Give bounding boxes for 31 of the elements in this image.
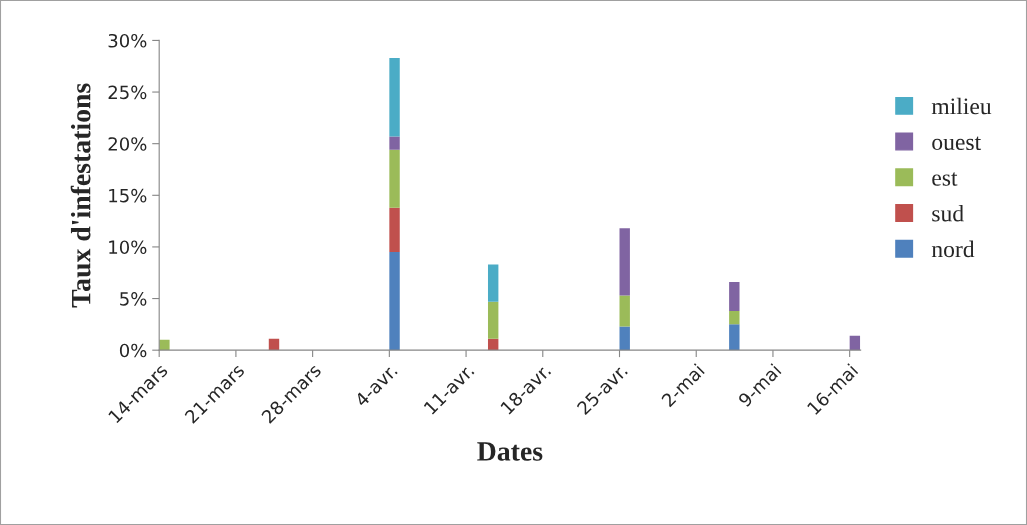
y-tick-label: 30% (108, 33, 147, 48)
bar (159, 339, 170, 351)
bar (729, 324, 740, 351)
x-axis-title: Dates (477, 442, 543, 461)
bar (389, 57, 400, 137)
bar (487, 301, 499, 339)
y-tick-label: 10% (109, 240, 147, 255)
legend-label: ouest (932, 136, 982, 151)
y-tick-label: 25% (108, 85, 147, 100)
bar (487, 338, 499, 351)
y-tick-label: 20% (108, 137, 147, 151)
legend-label: milieu (931, 97, 992, 115)
bar (268, 338, 280, 351)
bar (619, 295, 630, 327)
legend-label: nord (931, 240, 975, 258)
bar (389, 136, 400, 150)
bar (389, 149, 400, 208)
bar (729, 310, 740, 325)
bar (619, 326, 630, 351)
bar (619, 228, 630, 296)
y-tick-label: 0% (119, 343, 147, 358)
legend-label: est (932, 172, 958, 186)
bar (389, 207, 400, 253)
bar (729, 282, 740, 311)
y-tick-label: 15% (109, 188, 147, 203)
y-tick-label: 5% (120, 292, 147, 306)
bar (487, 264, 499, 302)
y-axis-title: Taux d'infestations (70, 83, 91, 308)
legend-label: sud (932, 204, 964, 222)
bar (389, 252, 400, 351)
bar (849, 335, 861, 351)
